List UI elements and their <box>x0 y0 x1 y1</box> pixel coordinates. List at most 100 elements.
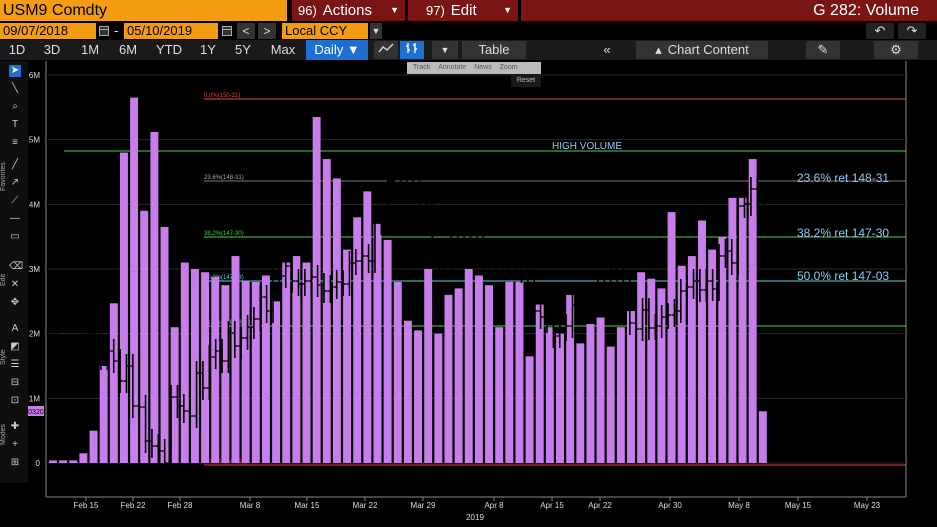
volume-bar <box>586 323 595 463</box>
layers-icon[interactable]: ⊞ <box>10 457 20 468</box>
date-tick-label: May 8 <box>728 501 750 510</box>
volume-bar <box>190 269 199 463</box>
volume-bar <box>403 320 412 463</box>
start-date-input[interactable]: 09/07/2018 <box>0 23 96 39</box>
tab-1y[interactable]: 1Y <box>200 42 216 57</box>
volume-bar <box>525 356 534 463</box>
chevron-down-icon[interactable]: ▼ <box>370 23 382 39</box>
volume-bar <box>201 272 210 463</box>
date-tick-label: Apr 30 <box>658 501 682 510</box>
ticker-field[interactable]: USM9 Comdty <box>0 0 287 21</box>
draw-line-icon[interactable]: ╲ <box>11 83 19 94</box>
move-icon[interactable]: ✥ <box>10 297 20 308</box>
volume-bar <box>180 262 189 463</box>
actions-number: 96) <box>298 3 317 18</box>
edit-menu-button[interactable]: 97) Edit ▼ <box>408 0 518 21</box>
volume-bar <box>272 301 281 463</box>
volume-bar <box>363 191 372 463</box>
bar-chart-icon[interactable] <box>400 41 424 59</box>
volume-bar <box>627 311 635 463</box>
style-section-label: Style <box>0 349 7 365</box>
tab-1m[interactable]: 1M <box>80 42 100 57</box>
gear-icon[interactable]: ⚙ <box>874 41 918 59</box>
volume-bar <box>708 249 717 463</box>
color-icon[interactable]: ◩ <box>10 341 20 352</box>
volume-price-chart[interactable]: 0.0%(150-21) 23.6%(148-31) 38.2%(147-30) 50… <box>28 61 908 527</box>
tab-1d[interactable]: 1D <box>8 42 26 57</box>
hline-tool-icon[interactable]: — <box>10 213 20 224</box>
tab-5y[interactable]: 5Y <box>235 42 251 57</box>
track-mode-button[interactable]: Track <box>413 64 431 71</box>
ray-tool-icon[interactable]: ⟋ <box>11 195 19 206</box>
reset-zoom-button[interactable]: Reset <box>511 75 541 87</box>
redo-button[interactable]: ↷ <box>898 23 926 39</box>
fib-tool-icon[interactable]: ≡ <box>12 137 18 148</box>
volume-value-badge <box>28 406 44 416</box>
text-tool-icon[interactable]: T <box>11 119 19 130</box>
volume-bar <box>130 97 139 463</box>
periodicity-select[interactable]: Daily ▼ <box>306 40 368 60</box>
date-tick-label: Apr 15 <box>540 501 564 510</box>
volume-bar <box>515 281 524 463</box>
annotation-label: 38.2% ret 147-30 <box>797 226 889 240</box>
volume-bar <box>495 327 504 463</box>
modes-section-label: Modes <box>0 423 7 445</box>
line-chart-icon[interactable] <box>374 41 398 59</box>
chevron-double-left-icon[interactable]: « <box>603 42 611 57</box>
arrow-tool-icon[interactable]: ↗ <box>10 177 20 188</box>
tab-6m[interactable]: 6M <box>118 42 138 57</box>
volume-bar <box>292 256 301 463</box>
previous-period-button[interactable]: < <box>237 23 255 39</box>
volume-tick-label: 0.5M <box>28 136 40 145</box>
undo-button[interactable]: ↶ <box>866 23 894 39</box>
style-icon[interactable]: A <box>11 323 19 334</box>
fib-level-label: 0.0%(150-21) <box>204 93 240 99</box>
actions-menu-button[interactable]: 96) Actions ▼ <box>292 0 405 21</box>
volume-bar <box>758 411 767 463</box>
tab-ytd[interactable]: YTD <box>156 42 182 57</box>
chart-mode-toolbar: Track Annotate News Zoom <box>407 62 541 74</box>
volume-bar <box>414 330 423 463</box>
volume-bar <box>657 288 666 463</box>
volume-bar <box>251 281 260 463</box>
line-style-icon[interactable]: ☰ <box>10 359 20 370</box>
annotate-mode-button[interactable]: Annotate <box>438 64 467 71</box>
plus-icon[interactable]: + <box>12 439 18 450</box>
pointer-icon[interactable]: ➤ <box>9 65 21 77</box>
lock-icon[interactable]: ⊟ <box>10 377 20 388</box>
volume-bar <box>637 272 646 463</box>
caret-down-icon: ▼ <box>390 5 399 15</box>
annotation-label: 23.6% ret 148-31 <box>797 171 889 185</box>
zoom-icon[interactable]: ⌕ <box>12 101 18 112</box>
magnet-icon[interactable]: ⊡ <box>10 395 20 406</box>
currency-select[interactable]: Local CCY <box>282 23 368 39</box>
volume-bar <box>485 285 493 463</box>
zoom-mode-button[interactable]: Zoom <box>499 64 518 71</box>
chevron-down-icon[interactable]: ▼ <box>432 41 458 59</box>
delete-icon[interactable]: ✕ <box>10 279 20 290</box>
crosshair-icon[interactable]: ✚ <box>10 421 20 432</box>
volume-bar <box>738 197 747 463</box>
annotation-label: HIGH VOLUME <box>552 141 622 152</box>
volume-bar <box>545 327 554 463</box>
calendar-icon[interactable] <box>222 26 232 36</box>
tab-max[interactable]: Max <box>270 42 296 57</box>
end-date-input[interactable]: 05/10/2019 <box>124 23 218 39</box>
table-button[interactable]: Table <box>462 41 526 59</box>
favorites-section-label: Favorites <box>0 162 7 191</box>
eraser-icon[interactable]: ⌫ <box>9 261 24 272</box>
volume-bar <box>383 239 392 463</box>
tab-3d[interactable]: 3D <box>43 42 61 57</box>
rect-tool-icon[interactable]: ▭ <box>10 231 20 242</box>
volume-bar <box>454 288 463 463</box>
volume-bar <box>119 152 128 463</box>
trendline-icon[interactable]: ╱ <box>11 159 19 170</box>
volume-tick-label: 0 <box>36 459 41 468</box>
chart-content-button[interactable]: ▴ Chart Content <box>636 41 768 59</box>
pencil-edit-icon[interactable]: ✎ <box>806 41 840 59</box>
next-period-button[interactable]: > <box>258 23 276 39</box>
caret-down-icon: ▼ <box>503 5 512 15</box>
calendar-icon[interactable] <box>99 26 109 36</box>
news-mode-button[interactable]: News <box>474 64 492 71</box>
volume-bar <box>302 262 311 463</box>
